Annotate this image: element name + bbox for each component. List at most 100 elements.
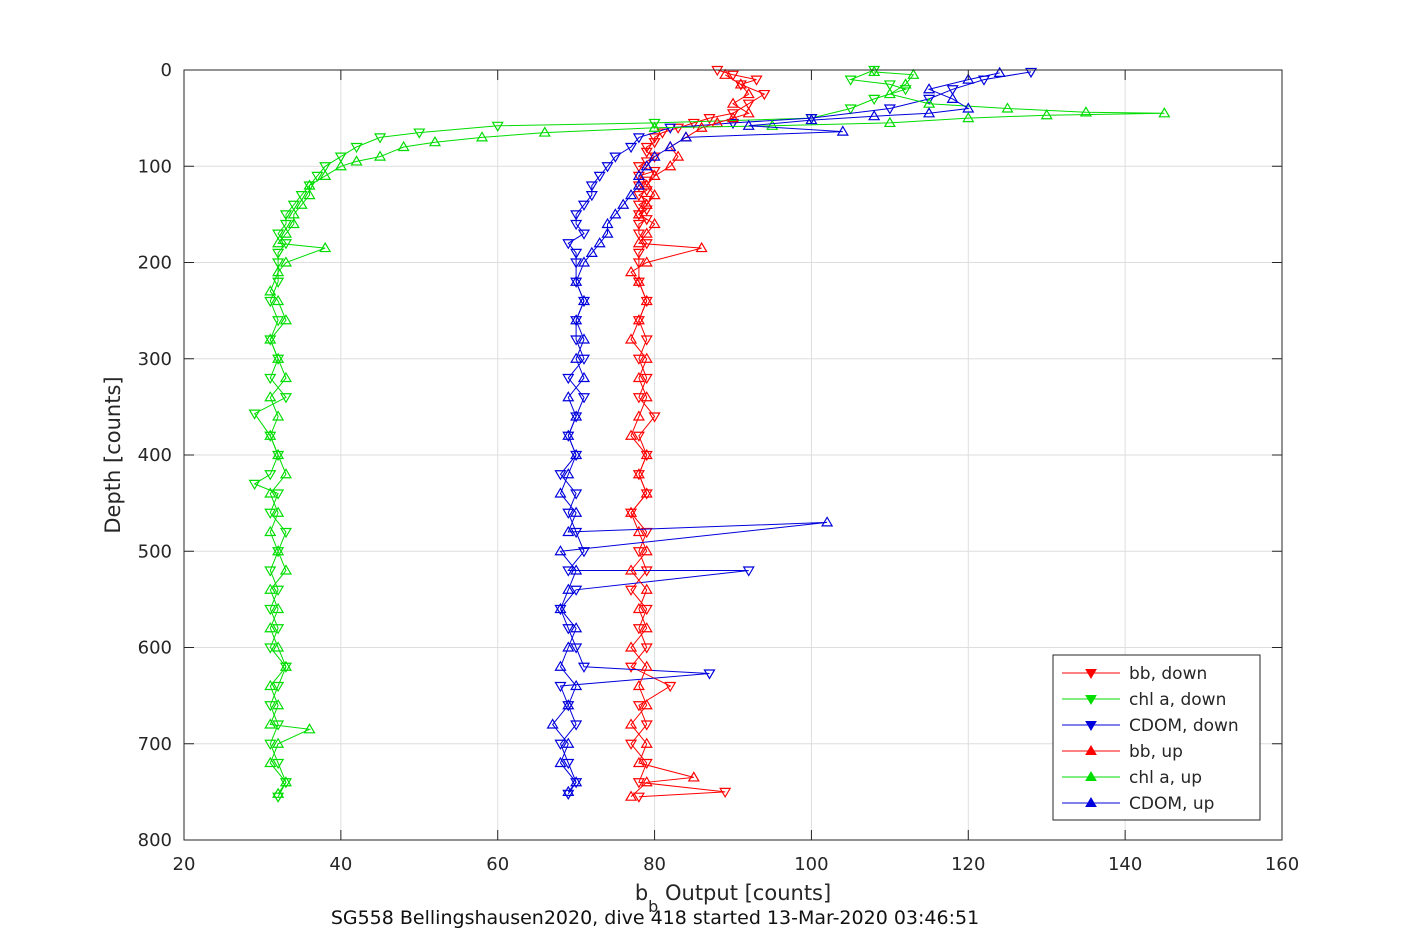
data-point [350, 142, 363, 154]
data-point [272, 294, 285, 306]
data-point [428, 136, 442, 147]
data-point [303, 181, 316, 192]
data-point [648, 217, 661, 229]
data-point [554, 756, 567, 768]
data-point [279, 371, 293, 383]
data-point [758, 89, 771, 101]
data-point [570, 314, 583, 325]
data-point [272, 641, 285, 652]
data-point [624, 739, 638, 750]
data-point [570, 248, 583, 260]
data-point [562, 785, 575, 796]
data-point [632, 237, 645, 248]
data-point [601, 162, 614, 173]
legend-label: CDOM, down [1129, 716, 1239, 736]
data-point [687, 118, 700, 130]
y-tick-label: 800 [138, 830, 172, 851]
data-point [570, 450, 583, 462]
data-point [640, 160, 653, 171]
data-point [726, 70, 740, 81]
data-point [570, 410, 583, 421]
legend-item: CDOM, up [1062, 794, 1214, 814]
data-point [640, 448, 653, 460]
data-point [570, 720, 583, 731]
x-tick-label: 80 [643, 854, 666, 875]
legend-label: chl a, down [1129, 690, 1226, 710]
legend-label: bb, up [1129, 742, 1183, 762]
data-point [640, 294, 653, 306]
data-point [562, 468, 575, 479]
data-point [632, 470, 645, 481]
data-point [962, 73, 975, 84]
data-point [350, 155, 363, 166]
data-point [672, 150, 685, 161]
data-point [1158, 107, 1171, 118]
data-point [1001, 102, 1014, 113]
data-point [272, 489, 285, 500]
data-point [640, 335, 653, 346]
data-point [687, 771, 700, 782]
data-point [264, 718, 277, 729]
data-point [632, 208, 645, 219]
data-point [577, 371, 591, 383]
data-point [562, 699, 575, 710]
data-point [272, 316, 285, 327]
data-point [562, 789, 575, 800]
data-point [624, 790, 638, 801]
data-point [264, 739, 277, 750]
data-point [640, 391, 653, 402]
series-chl-a-up [264, 65, 1171, 798]
data-point [640, 604, 653, 616]
data-point [577, 200, 591, 211]
data-point [554, 681, 567, 693]
data-point [585, 181, 598, 192]
data-point [766, 119, 779, 130]
data-point [272, 277, 285, 288]
data-point [562, 508, 575, 519]
data-point [679, 131, 692, 142]
data-point [319, 241, 332, 253]
legend-marker-icon [1085, 797, 1097, 807]
y-tick-label: 0 [161, 60, 172, 81]
data-point [272, 602, 285, 614]
data-point [632, 792, 645, 803]
data-point [993, 66, 1006, 77]
data-point [562, 525, 575, 537]
data-point [577, 662, 591, 673]
data-point [844, 104, 857, 115]
data-point [570, 778, 583, 789]
data-point [923, 94, 936, 106]
x-axis-label-main: b [635, 881, 648, 905]
data-point [632, 316, 645, 327]
data-point [577, 333, 591, 344]
data-point [711, 65, 724, 77]
data-point [264, 583, 277, 594]
data-point [577, 547, 591, 558]
data-point [632, 624, 645, 635]
data-point [899, 85, 912, 96]
data-layer [248, 65, 1171, 803]
data-point [279, 256, 293, 267]
data-point [962, 111, 975, 123]
legend-item: bb, up [1062, 742, 1183, 762]
data-point [264, 622, 277, 633]
data-point [272, 699, 285, 710]
data-point [632, 602, 645, 614]
data-point [562, 391, 575, 402]
data-point [632, 229, 645, 240]
data-point [624, 718, 638, 729]
data-point [923, 107, 936, 118]
data-point [632, 393, 645, 404]
data-point [279, 227, 293, 238]
data-point [648, 150, 661, 161]
data-point [632, 701, 645, 712]
data-point [554, 470, 567, 481]
data-point [640, 622, 653, 633]
data-point [593, 171, 606, 183]
data-point [868, 65, 881, 77]
data-point [821, 516, 834, 527]
data-point [632, 219, 645, 231]
data-point [554, 487, 567, 498]
data-point [279, 776, 293, 787]
data-point [632, 525, 645, 537]
